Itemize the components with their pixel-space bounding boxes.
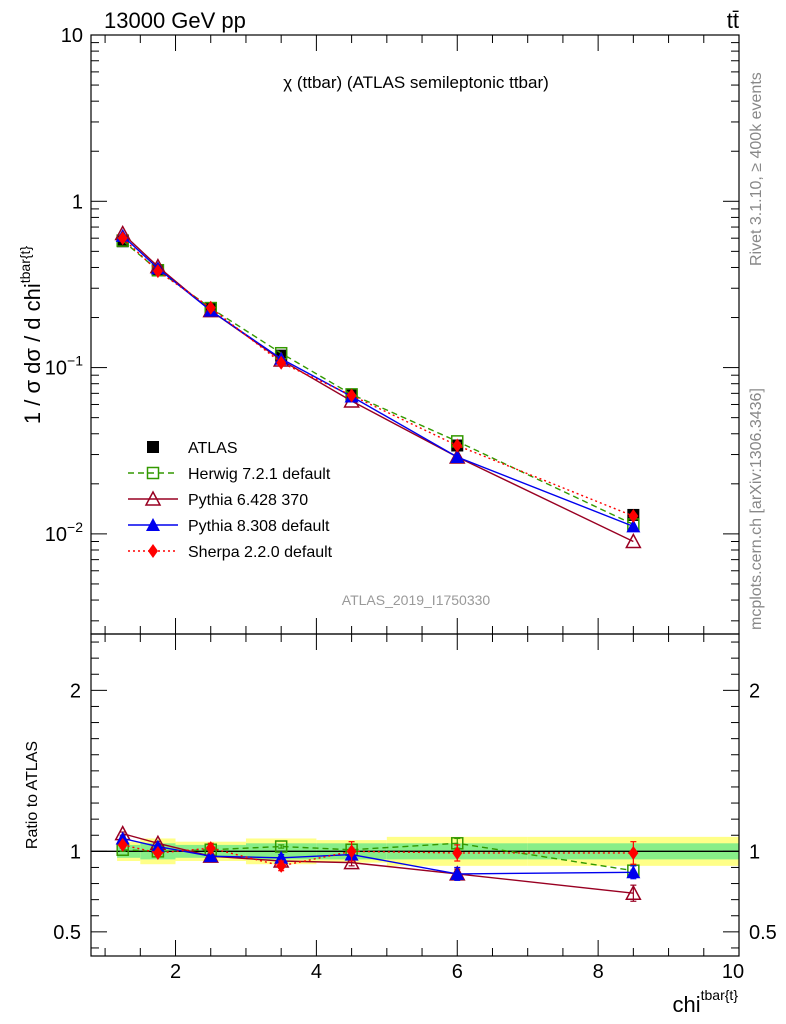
ratio-data-point (152, 845, 163, 860)
legend-label: Pythia 6.428 370 (188, 492, 308, 509)
ratio-data-point (205, 841, 216, 856)
ratio-y-tick-label: 2 (70, 680, 81, 702)
main-axis-ticks: 10−2 10−1 1 10 (45, 25, 740, 634)
main-data-point (628, 509, 639, 524)
mcplots-label: mcplots.cern.ch [arXiv:1306.3436] (748, 388, 765, 630)
x-tick-label: 6 (452, 961, 463, 983)
main-data-point (450, 449, 465, 463)
main-data-point (626, 519, 641, 533)
rivet-label: Rivet 3.1.10, ≥ 400k events (748, 72, 765, 266)
main-y-tick-label: 1 (72, 191, 83, 213)
ratio-data-point (276, 858, 287, 873)
main-y-tick-label: 10 (61, 25, 83, 47)
ratio-panel: 0.5 0.5 1 1 2 2 2 4 6 8 10 Ratio to ATLAS chitbar{… (24, 633, 777, 1017)
ratio-data-point (628, 845, 639, 860)
x-tick-label: 4 (311, 961, 322, 983)
ratio-data-point (452, 845, 463, 860)
main-y-axis-label-text: 1 / σ dσ / d chitbar{t} (17, 246, 45, 425)
ratio-data-point (343, 854, 360, 870)
main-data-point (452, 438, 463, 453)
ratio-series-layer (114, 825, 642, 902)
ratio-data-point (117, 837, 128, 852)
legend-marker (148, 544, 158, 558)
ratio-data-point (274, 850, 289, 864)
main-data-point (152, 264, 163, 279)
main-y-tick-label: 10−2 (45, 519, 83, 546)
main-data-point (205, 300, 216, 315)
ratio-data-point (450, 866, 465, 880)
x-tick-label: 10 (722, 961, 744, 983)
main-series-layer (114, 224, 642, 549)
ratio-y-tick-label-right: 1 (749, 841, 760, 863)
main-data-point (276, 355, 287, 370)
ratio-data-point (625, 884, 642, 900)
x-tick-label: 8 (593, 961, 604, 983)
legend-marker (144, 490, 162, 506)
process-label: tt̄ (727, 8, 739, 33)
legend-label: ATLAS (188, 440, 238, 457)
main-panel: 10−2 10−1 1 10 χ (ttbar) (ATLAS semileptoni… (17, 25, 740, 635)
legend-label: Pythia 8.308 default (188, 518, 330, 535)
main-data-point (346, 388, 357, 403)
ratio-data-point (626, 865, 641, 879)
legend-label: Herwig 7.2.1 default (188, 466, 331, 483)
main-data-point (117, 231, 128, 246)
legend: ATLAS Herwig 7.2.1 default Pythia 6.428 37… (128, 440, 333, 561)
ratio-y-axis-label: Ratio to ATLAS (24, 741, 41, 849)
ratio-y-tick-label-right: 0.5 (749, 922, 777, 944)
legend-marker (147, 441, 159, 453)
ratio-data-point (346, 844, 357, 859)
main-watermark: ATLAS_2019_I1750330 (342, 592, 491, 608)
legend-marker (146, 466, 160, 480)
energy-label: 13000 GeV pp (104, 8, 246, 33)
main-y-axis-label: 1 / σ dσ / d chitbar{t} (17, 246, 45, 425)
ratio-data-point (203, 849, 218, 863)
main-y-tick-label: 10−1 (45, 353, 83, 380)
main-chart-title: χ (ttbar) (ATLAS semileptonic ttbar) (283, 73, 549, 92)
ratio-y-tick-label: 1 (70, 841, 81, 863)
main-data-point (625, 532, 642, 549)
x-axis-label: chitbar{t} (673, 987, 739, 1017)
x-tick-label: 2 (170, 961, 181, 983)
ratio-plot-frame (90, 633, 740, 957)
ratio-y-tick-label-right: 2 (749, 680, 760, 702)
legend-label: Sherpa 2.2.0 default (188, 544, 333, 561)
ratio-axis-ticks: 0.5 0.5 1 1 2 2 2 4 6 8 10 (53, 634, 777, 983)
legend-marker (146, 518, 160, 531)
ratio-y-tick-label: 0.5 (53, 922, 81, 944)
